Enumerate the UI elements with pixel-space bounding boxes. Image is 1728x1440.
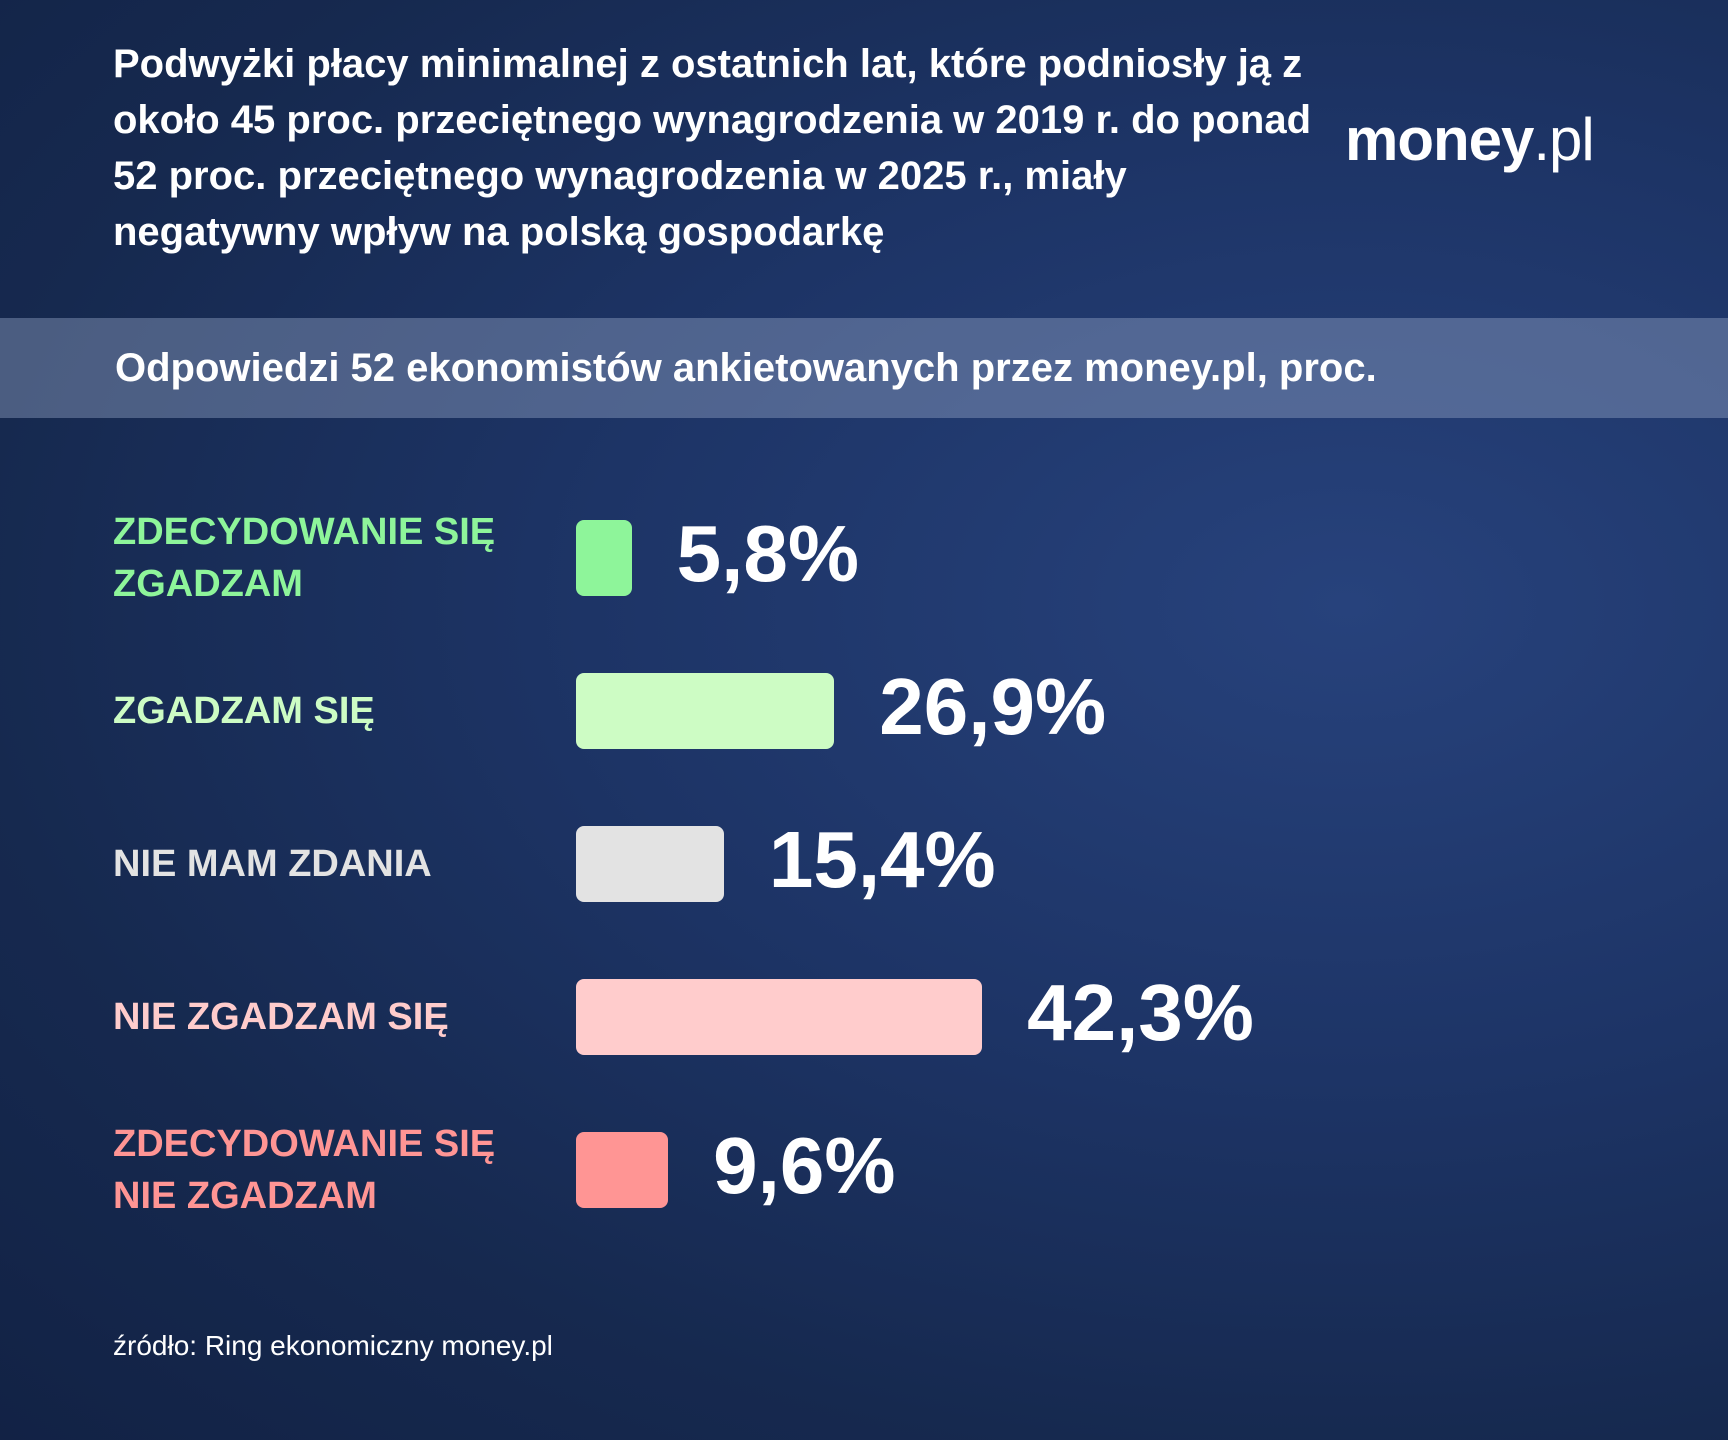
chart-title: Podwyżki płacy minimalnej z ostatnich la… [113, 42, 1312, 254]
chart-subtitle: Odpowiedzi 52 ekonomistów ankietowanych … [115, 346, 1377, 390]
value-label: 9,6% [713, 1121, 896, 1210]
bar [576, 1132, 669, 1208]
money-pl-logo: money.pl [1345, 100, 1595, 180]
category-label: NIE ZGADZAM SIĘ [113, 996, 449, 1038]
category-label: ZDECYDOWANIE SIĘ ZGADZAM [113, 511, 496, 605]
category-label: ZDECYDOWANIE SIĘ NIE ZGADZAM [113, 1123, 496, 1217]
bar [576, 520, 632, 596]
source-note: źródło: Ring ekonomiczny money.pl [113, 1330, 553, 1361]
category-label: NIE MAM ZDANIA [113, 843, 432, 885]
bar [576, 673, 835, 749]
category-label: ZGADZAM SIĘ [113, 690, 375, 732]
subtitle-band: Odpowiedzi 52 ekonomistów ankietowanych … [0, 318, 1728, 418]
value-label: 42,3% [1027, 968, 1254, 1057]
logo-suffix-text: .pl [1533, 106, 1594, 173]
bar [576, 979, 983, 1055]
value-label: 5,8% [676, 509, 860, 598]
value-label: 15,4% [768, 815, 996, 904]
bar [576, 826, 724, 902]
value-label: 26,9% [879, 662, 1107, 751]
logo-main-text: money [1345, 106, 1534, 173]
